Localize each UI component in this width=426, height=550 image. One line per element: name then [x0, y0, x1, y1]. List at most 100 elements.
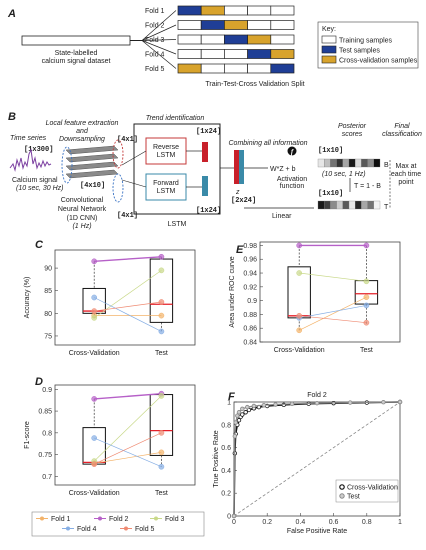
lstm-label: LSTM [168, 221, 187, 228]
panel-b: B Time series [1x300] Calcium signal (10… [8, 111, 422, 230]
key-title: Key: [322, 26, 336, 33]
x-category-label: Test [155, 350, 168, 357]
roc-title: Fold 2 [307, 392, 327, 399]
auc-chart: E 0.84 0.86 0.88 0.9 0.92 0.94 0.96 0.98 Cross-Va… [229, 241, 401, 354]
posterior-top-cell [342, 158, 350, 168]
roc-point-2 [348, 400, 353, 405]
y-tick-label: 0.85 [38, 409, 52, 416]
y-tick-label: 0.94 [243, 271, 257, 278]
dim-1x10-bottom: [1x10] [318, 190, 343, 198]
key-swatch-3 [321, 55, 337, 64]
roc-legend-test: Test [347, 494, 360, 501]
fold-1-cell-4 [247, 5, 272, 16]
local-feature-3: Downsampling [59, 136, 105, 143]
fold-1-point [363, 294, 370, 301]
time-series-label: Time series [10, 135, 47, 142]
cnn-input-window [61, 146, 73, 184]
posterior-top-cell [348, 158, 356, 168]
posterior-top-cell [373, 158, 381, 168]
roc-point-2 [235, 413, 240, 418]
fold-3-cell-1 [177, 34, 202, 45]
dataset-label-2: calcium signal dataset [42, 58, 111, 65]
f1-chart: D 0.7 0.75 0.8 0.85 0.9 Cross-Validation Test F1… [24, 376, 196, 497]
legend-marker-1 [40, 516, 44, 521]
panel-a: A State-labelled calcium signal dataset … [7, 5, 419, 88]
fold-3-line [93, 395, 162, 462]
fold-label-3: Fold 3 [145, 37, 165, 44]
fold-label-4: Fold 4 [145, 52, 165, 59]
fold-4-cell-5 [270, 49, 295, 59]
final-2: classification [382, 131, 422, 138]
fold-4-cell-3 [224, 49, 248, 59]
posterior-bottom-cell [355, 200, 362, 210]
fold-5-point [296, 312, 303, 319]
fold-4-point [363, 302, 370, 309]
panel-f-letter: F [228, 391, 235, 403]
posterior-top-cell [367, 158, 374, 168]
dim-4x10: [4x10] [80, 182, 105, 190]
y-tick-label: 0.86 [243, 326, 257, 333]
fold-rows: Fold 1 Fold 2 Fold 3 Fold 4 Fold 5 [145, 5, 295, 74]
fold-connector-5 [141, 40, 177, 69]
combining-label: Combining all information [229, 140, 308, 147]
y-tick-label: 75 [44, 333, 52, 340]
fold-1-cell-5 [270, 5, 295, 16]
reverse-output-bar [202, 142, 208, 162]
roc-point-2 [231, 513, 237, 519]
y-tick-label: 0.92 [243, 284, 257, 291]
forward-output-bar [202, 176, 208, 196]
fold-3-cell-5 [270, 34, 295, 45]
legend-label-3: Fold 3 [165, 516, 185, 523]
fold-1-cell-2 [200, 5, 225, 16]
y-tick-label: 85 [44, 288, 52, 295]
fold-4-point [91, 294, 98, 301]
scores-label: scores [342, 131, 363, 138]
fold-5-cell-1 [177, 63, 202, 74]
cnn-window-blue [112, 173, 124, 203]
input-dim: [1x300] [24, 146, 53, 154]
fold-3-cell-2 [200, 34, 225, 45]
roc-point-2 [245, 404, 250, 410]
fold-4-cell-4 [247, 49, 272, 59]
fold-2-point [296, 242, 303, 249]
fold-3-point [296, 270, 303, 276]
fold-5-line [94, 432, 162, 465]
y-tick-label: 0.98 [243, 243, 257, 250]
key-items: Training samples Test samples Cross-valida… [321, 35, 418, 65]
legend-marker-2 [98, 516, 102, 521]
reverse-lstm-box [145, 137, 187, 165]
cnn-layer-1 [65, 145, 119, 155]
fold-3-cell-4 [247, 34, 272, 45]
fold-3-point [363, 278, 370, 285]
fold-4-point [158, 328, 165, 335]
posterior-top-cell [361, 158, 368, 168]
fold-4-cell-1 [177, 49, 202, 59]
reverse-lstm-1: Reverse [153, 144, 179, 151]
fold-4-line [94, 297, 162, 332]
posterior-bottom-cell [342, 200, 350, 210]
fold-2-point [91, 396, 98, 402]
y-tick-label: 0.7 [42, 474, 52, 481]
fold-5-cell-4 [247, 63, 272, 74]
fold-2-cell-3 [224, 20, 248, 30]
posterior-bottom-cell [336, 200, 343, 210]
posterior-top-cell [336, 158, 343, 168]
y-tick-label: 1 [227, 400, 231, 407]
x-category-label: Cross-Validation [69, 350, 120, 357]
y-tick-label: 90 [44, 266, 52, 273]
y-tick-label: 0.2 [221, 491, 231, 498]
z-label: z [235, 189, 240, 196]
legend-label-5: Fold 5 [135, 526, 155, 533]
fold-label-2: Fold 2 [145, 23, 165, 30]
fold-legend: Fold 1 Fold 2 Fold 3 Fold 4 Fold 5 [31, 511, 205, 537]
y-tick-label: 0 [227, 514, 231, 521]
roc-point-1 [243, 410, 248, 415]
forward-lstm-box [145, 173, 187, 201]
legend-label-4: Fold 4 [77, 526, 97, 533]
roc-point-2 [261, 402, 267, 408]
split-title: Train-Test-Cross Validation Split [205, 81, 304, 88]
y-axis-label: True Positive Rate [213, 430, 220, 487]
dim-1x24-top: [1x24] [196, 128, 221, 136]
fold-5-point [91, 461, 98, 467]
